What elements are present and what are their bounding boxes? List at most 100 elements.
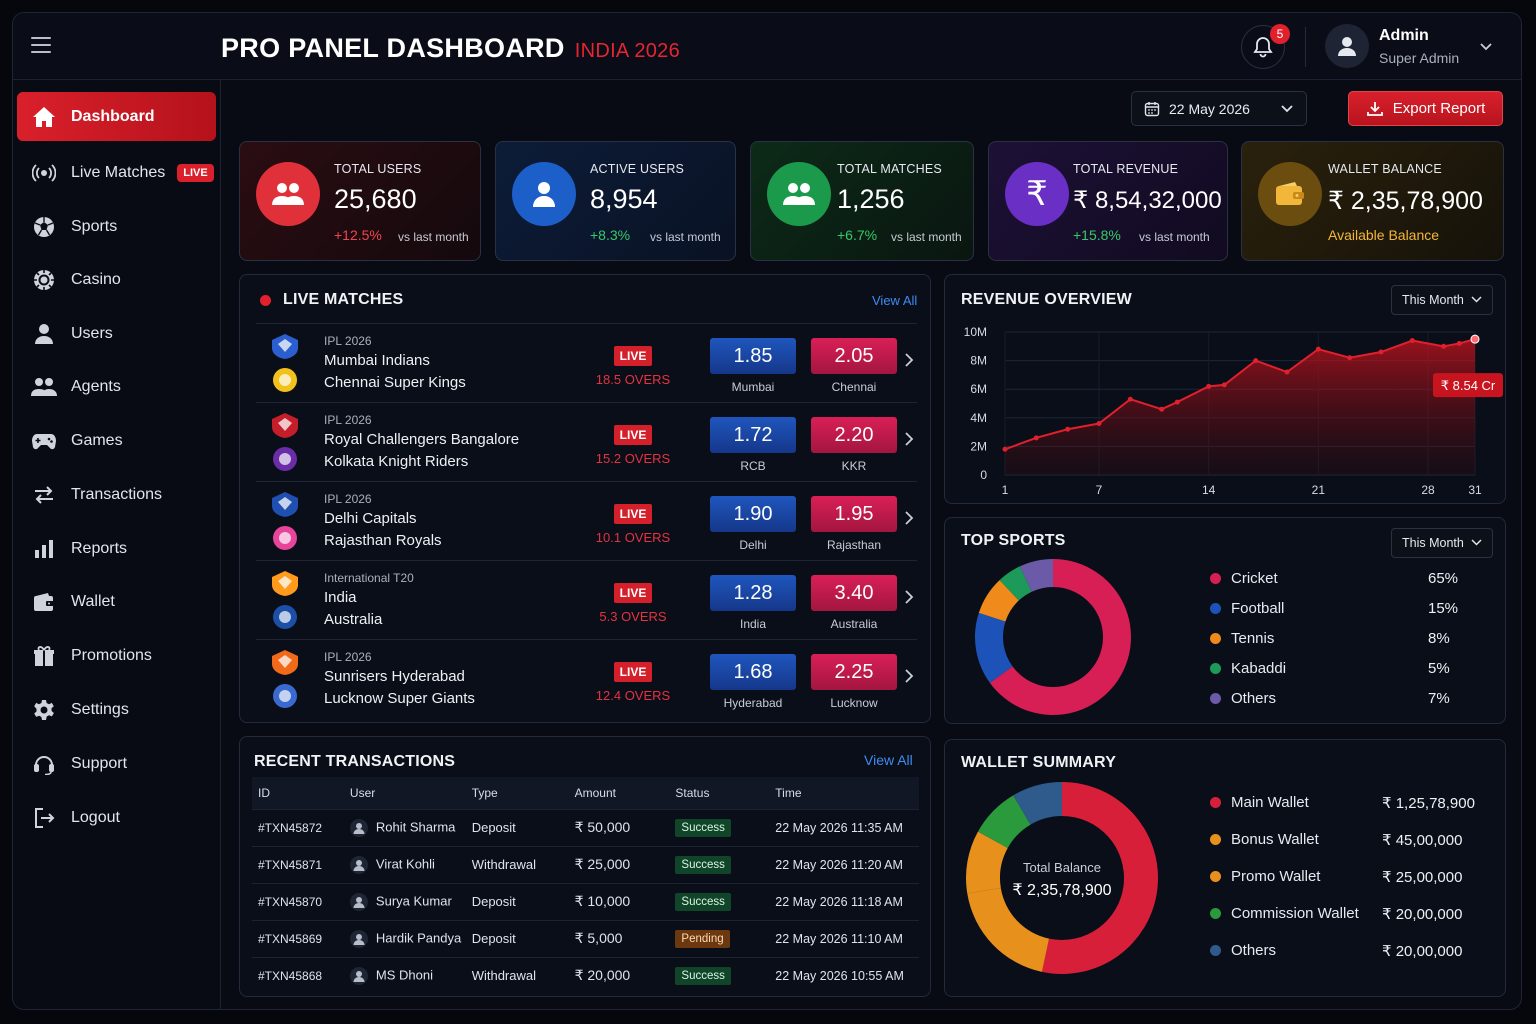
legend-value: 65% xyxy=(1428,570,1459,587)
legend-item: Promo Wallet xyxy=(1210,868,1320,885)
odds-button-team1[interactable]: 1.85 xyxy=(710,338,796,374)
sidebar-item-label: Promotions xyxy=(71,646,152,664)
table-row[interactable]: #TXN45868 MS Dhoni Withdrawal ₹ 20,000 Succe… xyxy=(252,956,919,994)
sidebar-item-games[interactable]: Games xyxy=(17,416,216,465)
stat-label: ACTIVE USERS xyxy=(590,162,685,176)
revenue-period-select[interactable]: This Month xyxy=(1391,285,1493,315)
y-tick-label: 8M xyxy=(970,354,987,368)
notification-bell-icon[interactable] xyxy=(1241,25,1285,69)
sidebar-item-transactions[interactable]: Transactions xyxy=(17,470,216,519)
column-header: ID xyxy=(252,777,344,809)
sidebar-item-wallet[interactable]: Wallet xyxy=(17,577,216,626)
txn-amount: ₹ 20,000 xyxy=(568,956,670,994)
team-name: Lucknow Super Giants xyxy=(324,690,475,707)
legend-label: Bonus Wallet xyxy=(1231,831,1319,848)
users-icon xyxy=(256,162,320,226)
txn-user-name: Surya Kumar xyxy=(375,892,452,908)
top-bar: PRO PANEL DASHBOARD INDIA 2026 5 Admin Su… xyxy=(13,13,1521,80)
odds-button-team2[interactable]: 2.20 xyxy=(811,417,897,453)
sidebar-item-settings[interactable]: Settings xyxy=(17,685,216,734)
stat-card-active-users: ACTIVE USERS 8,954 +8.3% vs last month xyxy=(495,141,736,261)
txn-user-name: Hardik Pandya xyxy=(375,929,462,945)
chevron-right-icon[interactable] xyxy=(904,510,914,526)
sidebar-item-live-matches[interactable]: Live Matches LIVE xyxy=(17,148,216,197)
chevron-right-icon[interactable] xyxy=(904,668,914,684)
live-match-row[interactable]: IPL 2026 Delhi Capitals Rajasthan Royals LI… xyxy=(256,481,917,559)
chevron-right-icon[interactable] xyxy=(904,431,914,447)
odds-button-team1[interactable]: 1.68 xyxy=(710,654,796,690)
odds-button-team1[interactable]: 1.72 xyxy=(710,417,796,453)
odds-button-team2[interactable]: 1.95 xyxy=(811,496,897,532)
transactions-view-all-link[interactable]: View All xyxy=(864,752,913,768)
status-badge: Pending xyxy=(675,929,730,948)
stat-card-total-users: TOTAL USERS 25,680 +12.5% vs last month xyxy=(239,141,481,261)
donut-slice xyxy=(966,831,1008,894)
live-match-row[interactable]: International T20 India Australia LIVE 5.3 O… xyxy=(256,560,917,638)
legend-value: ₹ 45,00,000 xyxy=(1382,832,1463,849)
chevron-down-icon[interactable] xyxy=(1479,39,1493,57)
sidebar-item-sports[interactable]: Sports xyxy=(17,202,216,251)
sidebar-item-users[interactable]: Users xyxy=(17,309,216,358)
live-match-row[interactable]: IPL 2026 Sunrisers Hyderabad Lucknow Super… xyxy=(256,639,917,717)
date-picker[interactable]: 22 May 2026 xyxy=(1131,91,1307,126)
sidebar-item-label: Support xyxy=(71,754,128,772)
legend-item: Cricket xyxy=(1210,570,1278,587)
sidebar-item-support[interactable]: Support xyxy=(17,739,216,788)
stat-label: TOTAL USERS xyxy=(334,162,422,176)
menu-toggle-icon[interactable] xyxy=(31,37,51,53)
gamepad-icon xyxy=(31,428,57,454)
sidebar-item-promotions[interactable]: Promotions xyxy=(17,631,216,680)
panel-title: RECENT TRANSACTIONS xyxy=(254,753,456,770)
table-row[interactable]: #TXN45872 Rohit Sharma Deposit ₹ 50,000 Succ… xyxy=(252,808,919,846)
user-icon xyxy=(31,321,57,347)
x-tick-label: 21 xyxy=(1312,483,1326,497)
sidebar-item-label: Sports xyxy=(71,217,118,235)
column-header: Amount xyxy=(568,777,670,809)
team-name: Sunrisers Hyderabad xyxy=(324,668,465,685)
sidebar-item-logout[interactable]: Logout xyxy=(17,793,216,842)
table-row[interactable]: #TXN45869 Hardik Pandya Deposit ₹ 5,000 Pend… xyxy=(252,919,919,957)
txn-id: #TXN45868 xyxy=(252,956,344,994)
export-report-button[interactable]: Export Report xyxy=(1348,91,1503,126)
table-row[interactable]: #TXN45871 Virat Kohli Withdrawal ₹ 25,000 Su… xyxy=(252,845,919,883)
odds-button-team2[interactable]: 2.05 xyxy=(811,338,897,374)
live-matches-view-all-link[interactable]: View All xyxy=(872,293,918,308)
chevron-right-icon[interactable] xyxy=(904,589,914,605)
legend-label: Commission Wallet xyxy=(1231,905,1359,922)
odds-button-team1[interactable]: 1.28 xyxy=(710,575,796,611)
odds-button-team2[interactable]: 2.25 xyxy=(811,654,897,690)
team-logo-icon xyxy=(273,605,297,629)
table-row[interactable]: #TXN45870 Surya Kumar Deposit ₹ 10,000 Succe… xyxy=(252,882,919,920)
y-tick-label: 10M xyxy=(964,325,987,339)
txn-status: Success xyxy=(669,882,770,920)
sidebar-item-agents[interactable]: Agents xyxy=(17,362,216,411)
team-logo-icon xyxy=(272,571,298,596)
team-name: Royal Challengers Bangalore xyxy=(324,431,520,448)
txn-type: Withdrawal xyxy=(465,956,569,994)
live-match-row[interactable]: IPL 2026 Royal Challengers Bangalore Kolka… xyxy=(256,402,917,480)
sidebar-item-casino[interactable]: Casino xyxy=(17,255,216,304)
page-subtitle: INDIA 2026 xyxy=(574,40,681,62)
legend-item: Commission Wallet xyxy=(1210,905,1359,922)
legend-swatch xyxy=(1210,908,1221,919)
legend-label: Others xyxy=(1231,942,1277,959)
stat-note: Available Balance xyxy=(1328,227,1440,243)
txn-user: Virat Kohli xyxy=(343,845,466,883)
legend-swatch xyxy=(1210,797,1221,808)
avatar[interactable] xyxy=(1325,24,1369,68)
odds-label: India xyxy=(739,617,767,631)
chevron-right-icon[interactable] xyxy=(904,352,914,368)
odds-button-team2[interactable]: 3.40 xyxy=(811,575,897,611)
donut-slice xyxy=(977,795,1031,849)
stat-change: +12.5% xyxy=(334,227,382,243)
sidebar-item-reports[interactable]: Reports xyxy=(17,524,216,573)
sports-period-select[interactable]: This Month xyxy=(1391,528,1493,558)
sidebar-item-dashboard[interactable]: Dashboard xyxy=(17,92,216,141)
odds-button-team1[interactable]: 1.90 xyxy=(710,496,796,532)
team-name: Australia xyxy=(324,611,383,628)
dashboard-window: PRO PANEL DASHBOARD INDIA 2026 5 Admin Su… xyxy=(12,12,1522,1010)
live-badge: LIVE xyxy=(613,425,653,445)
live-match-row[interactable]: IPL 2026 Mumbai Indians Chennai Super King… xyxy=(256,323,917,401)
casino-chip-icon xyxy=(31,267,57,293)
match-league: International T20 xyxy=(324,571,414,585)
